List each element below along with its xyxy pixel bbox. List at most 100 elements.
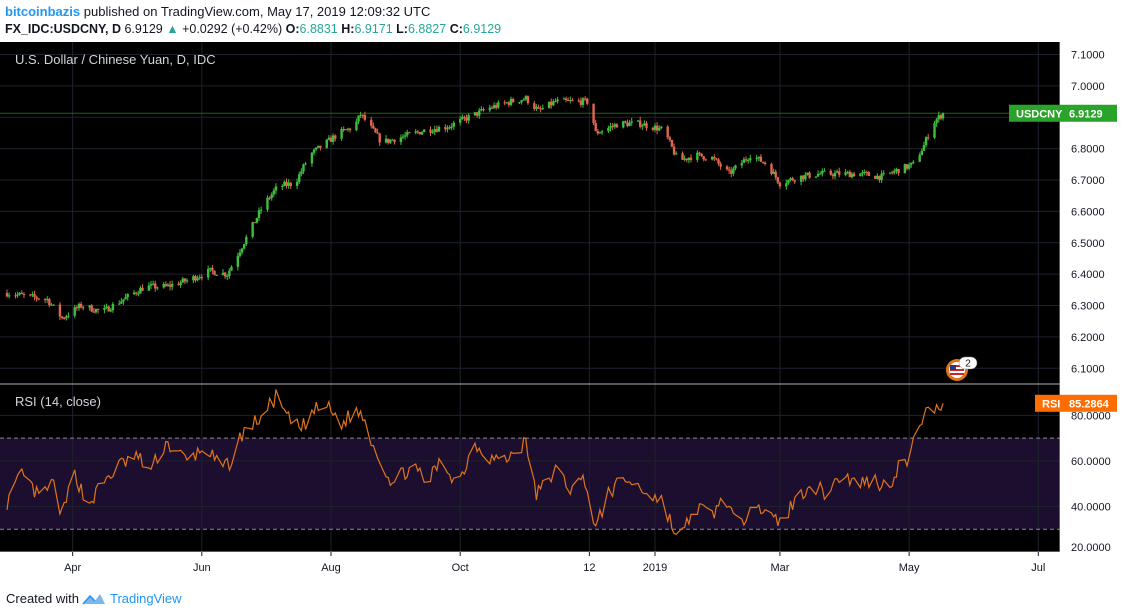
candle	[696, 150, 699, 163]
candle	[242, 243, 246, 250]
rsi-title: RSI (14, close)	[15, 394, 101, 409]
high-value: 6.9171	[354, 22, 393, 36]
candle	[577, 98, 580, 103]
candle	[505, 101, 508, 104]
candle	[342, 126, 345, 133]
candle	[630, 117, 633, 126]
candle	[458, 115, 462, 126]
time-tick-label: Aug	[321, 562, 341, 574]
candle	[37, 298, 40, 301]
candle	[876, 173, 879, 180]
price-tick-label: 6.3000	[1071, 301, 1105, 313]
candle	[509, 96, 513, 107]
candle	[778, 181, 782, 189]
candle	[310, 151, 314, 167]
candle	[90, 303, 93, 313]
candle	[304, 161, 307, 166]
candle	[77, 302, 81, 311]
candle	[935, 117, 938, 127]
candle	[18, 292, 21, 296]
candle	[672, 143, 676, 156]
candle	[240, 247, 244, 255]
candle	[636, 120, 640, 123]
candle	[569, 96, 572, 104]
candle	[882, 170, 885, 176]
candle	[198, 274, 201, 280]
tradingview-logo-icon	[82, 594, 105, 605]
candle	[480, 106, 483, 112]
candle	[683, 155, 686, 162]
candle	[151, 280, 155, 286]
economic-event-flag-icon[interactable]: 2	[946, 356, 978, 381]
candle	[785, 179, 788, 190]
candle	[704, 158, 708, 161]
candle	[245, 234, 248, 246]
candle	[757, 156, 760, 161]
created-with-text: Created with TradingView	[6, 591, 182, 606]
event-badge-count: 2	[965, 359, 971, 370]
candle	[645, 120, 648, 131]
candle	[897, 168, 900, 176]
candle	[166, 282, 170, 287]
candle	[789, 177, 792, 182]
candle	[433, 125, 436, 136]
candle	[317, 145, 320, 149]
price-tick-label: 6.1000	[1071, 363, 1105, 375]
candle	[359, 111, 362, 119]
candle	[562, 97, 566, 100]
tradingview-link[interactable]: TradingView	[110, 591, 182, 606]
candle	[236, 252, 240, 271]
price-tick-label: 6.6000	[1071, 206, 1105, 218]
candle	[109, 307, 112, 313]
price-scale[interactable]	[1060, 42, 1126, 588]
time-scale[interactable]	[0, 552, 1126, 588]
candle	[170, 280, 174, 291]
chart-canvas[interactable]: 6.1000 6.2000 6.3000 6.4000 6.5000 6.6000 6.70…	[0, 42, 1126, 588]
candle	[82, 305, 85, 311]
candle	[20, 290, 24, 295]
candle	[94, 308, 98, 314]
last-price-tag: USDCNY 6.9129	[1009, 104, 1117, 122]
candle	[681, 151, 684, 160]
candle	[43, 298, 47, 303]
candle	[105, 303, 108, 309]
candle	[622, 120, 625, 129]
candle	[611, 123, 614, 131]
candle	[524, 95, 528, 101]
candle	[687, 157, 691, 164]
candle	[520, 99, 523, 105]
candle	[325, 139, 328, 149]
candle	[62, 316, 66, 320]
candle	[211, 265, 214, 275]
candle	[467, 113, 470, 124]
candle	[266, 195, 269, 212]
candle	[880, 170, 883, 184]
close-label: C:	[449, 22, 463, 36]
grid-lines	[0, 42, 1060, 552]
author-link[interactable]: bitcoinbazis	[5, 4, 81, 19]
candle	[581, 97, 585, 108]
candle	[833, 170, 837, 180]
candle	[473, 112, 477, 116]
candle	[48, 297, 51, 308]
candle	[613, 122, 616, 129]
candle	[334, 134, 337, 142]
candle	[865, 170, 868, 176]
candle	[838, 167, 841, 178]
candle	[554, 98, 557, 103]
candle	[372, 122, 375, 130]
candle	[124, 293, 127, 300]
candle	[668, 135, 672, 143]
candle	[895, 167, 898, 175]
candle	[75, 305, 79, 311]
low-value: 6.8827	[407, 22, 447, 36]
chart-title: U.S. Dollar / Chinese Yuan, D, IDC	[15, 52, 216, 67]
candle	[772, 168, 775, 175]
candle	[389, 139, 392, 144]
candle	[598, 131, 602, 134]
time-tick-label: Oct	[452, 562, 469, 574]
candle	[475, 112, 479, 118]
candle	[65, 314, 68, 321]
candle	[713, 154, 716, 162]
rsi-tick-labels: 20.0000 40.0000 60.0000 80.0000	[1071, 410, 1111, 554]
